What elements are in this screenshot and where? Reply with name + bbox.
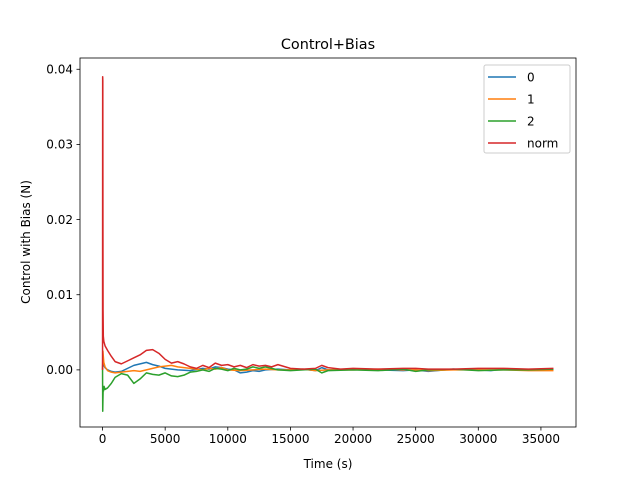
- y-axis-ticks: 0.00 0.01 0.02 0.03 0.04: [46, 63, 80, 377]
- x-tick-label: 10000: [209, 432, 247, 446]
- x-axis-ticks: 0 5000 10000 15000 20000 25000 30000 35000: [99, 427, 560, 446]
- legend-box: [483, 64, 571, 154]
- x-tick-label: 30000: [459, 432, 497, 446]
- x-tick-label: 15000: [271, 432, 309, 446]
- x-tick-label: 25000: [397, 432, 435, 446]
- legend-label: norm: [527, 136, 558, 150]
- legend: 0 1 2 norm: [483, 64, 571, 154]
- legend-label: 2: [527, 114, 535, 128]
- y-tick-label: 0.02: [46, 213, 73, 227]
- x-tick-label: 5000: [150, 432, 181, 446]
- legend-label: 0: [527, 70, 535, 84]
- y-tick-label: 0.00: [46, 363, 73, 377]
- y-tick-label: 0.04: [46, 63, 73, 77]
- x-axis-label: Time (s): [303, 457, 353, 471]
- plot-lines: [101, 76, 554, 412]
- x-tick-label: 0: [99, 432, 107, 446]
- x-tick-label: 35000: [522, 432, 560, 446]
- chart-title: Control+Bias: [281, 37, 375, 53]
- y-tick-label: 0.03: [46, 138, 73, 152]
- legend-label: 1: [527, 92, 535, 106]
- series-line-2: [101, 366, 554, 412]
- plot-frame: [79, 57, 577, 428]
- y-tick-label: 0.01: [46, 288, 73, 302]
- x-tick-label: 20000: [334, 432, 372, 446]
- y-axis-label: Control with Bias (N): [19, 180, 33, 304]
- series-line-3: [101, 76, 554, 370]
